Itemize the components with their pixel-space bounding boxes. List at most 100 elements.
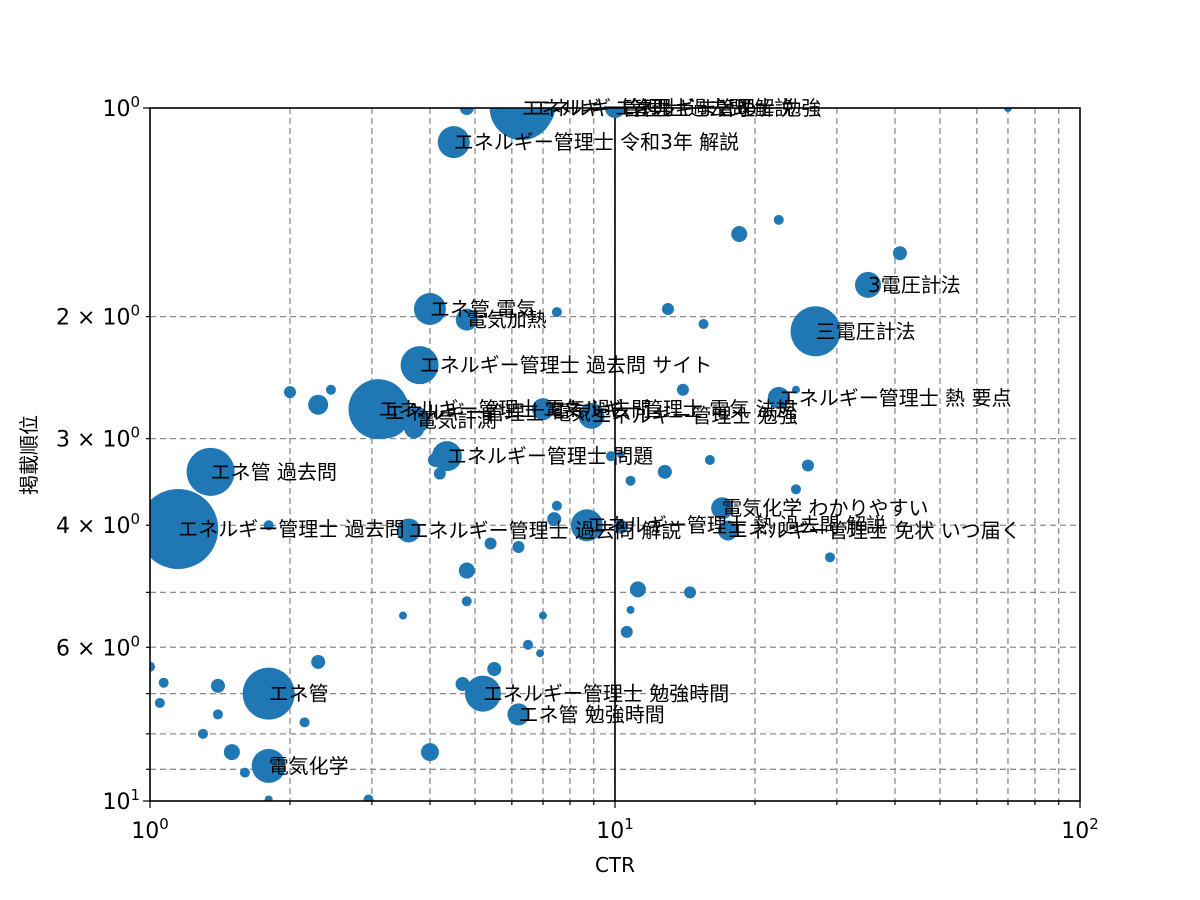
data-point <box>657 464 672 479</box>
data-point <box>487 662 502 677</box>
point-label: 電気加熱 <box>467 308 547 332</box>
data-point <box>299 717 310 728</box>
data-point <box>801 459 814 472</box>
data-point <box>358 386 411 439</box>
points-layer <box>150 108 1012 801</box>
data-point <box>212 709 223 720</box>
y-tick-label: 100 <box>102 93 140 122</box>
x-tick-label: 100 <box>131 815 169 844</box>
data-point <box>264 795 273 801</box>
point-label: エネルギー管理士 電気 過去問 <box>378 397 651 421</box>
y-axis-label: 掲載順位 <box>17 415 41 495</box>
point-label: エネ管 勉強時間 <box>518 702 664 726</box>
data-point <box>1003 108 1012 112</box>
y-tick-label: 2 × 100 <box>56 302 140 331</box>
point-label: エネルギー管理士 電気 法規 <box>543 397 796 421</box>
data-point <box>263 520 274 531</box>
data-point <box>396 518 421 543</box>
data-point <box>455 308 478 331</box>
data-point <box>854 271 881 298</box>
data-point <box>767 386 790 409</box>
data-point <box>626 605 635 614</box>
data-point <box>239 767 250 778</box>
point-label: 3電圧計法 <box>868 273 961 297</box>
data-point <box>790 306 841 357</box>
point-label: 電気化学 わかりやすい <box>722 496 928 520</box>
point-label: エネルギー管理士 過去問 解説 <box>409 518 682 542</box>
data-point <box>625 475 636 486</box>
data-point <box>547 512 562 527</box>
x-tick-label: 102 <box>1061 815 1099 844</box>
data-point <box>461 596 472 607</box>
data-point <box>507 703 530 726</box>
point-label: エネルギー管理士 勉強 <box>591 404 797 428</box>
data-point <box>790 484 801 495</box>
data-point <box>684 586 697 599</box>
data-point <box>698 319 709 330</box>
point-label: エネルギー管理士 免状 いつ届く <box>728 518 1021 542</box>
data-point <box>613 519 628 534</box>
point-label: エネルギー管理士 電気 <box>385 400 591 424</box>
data-point <box>484 537 497 550</box>
point-label: 電気化学 <box>269 754 349 778</box>
data-point <box>711 497 734 520</box>
data-point <box>398 611 407 620</box>
data-point <box>308 394 329 415</box>
point-label: エネルギー管理士 勉強 <box>615 96 821 120</box>
data-point <box>825 552 836 563</box>
data-point <box>420 743 439 762</box>
data-point <box>661 302 674 315</box>
point-label: エネ管 電気 <box>430 297 536 321</box>
data-point <box>570 509 603 542</box>
data-point <box>605 108 625 118</box>
data-point <box>197 728 208 739</box>
y-tick-label: 6 × 100 <box>56 632 140 661</box>
data-point <box>437 126 470 159</box>
point-label: エネルギー管理士 過去問 サイト <box>420 353 713 377</box>
point-label: エネルギー管理士 過去問 <box>178 517 404 541</box>
data-point <box>150 488 219 569</box>
point-label: エネルギー管理士 令和3年 解説 <box>454 130 739 154</box>
data-point <box>283 386 296 399</box>
data-point <box>311 654 326 669</box>
data-point <box>629 581 646 598</box>
data-point <box>223 744 240 761</box>
data-point <box>536 649 545 658</box>
data-point <box>523 639 534 650</box>
point-label: エネ管 <box>269 682 329 706</box>
point-label: エネルギー管理士 問題 <box>447 444 653 468</box>
point-label: エネルギー管理士 過去問 解説 <box>522 96 795 120</box>
y-tick-label: 4 × 100 <box>56 510 140 539</box>
data-point <box>325 384 336 395</box>
data-point <box>158 677 169 688</box>
data-point <box>186 447 235 496</box>
data-point <box>210 678 225 693</box>
data-point <box>531 398 554 421</box>
point-label: エネ管 過去問 <box>211 460 337 484</box>
data-point <box>507 108 556 132</box>
data-point <box>154 697 165 708</box>
data-point <box>413 292 446 325</box>
data-point <box>404 418 425 439</box>
data-point <box>718 520 739 541</box>
point-label: 三電圧計法 <box>816 319 916 343</box>
data-point <box>455 677 470 692</box>
data-point <box>464 675 501 712</box>
data-point <box>538 611 547 620</box>
data-point <box>433 467 446 480</box>
y-tick-label: 101 <box>102 786 140 815</box>
point-label: エネルギー管理士 勉強時間 <box>483 682 729 706</box>
data-point <box>892 246 907 261</box>
data-point <box>459 108 474 115</box>
data-point <box>791 385 800 394</box>
data-point <box>400 346 439 385</box>
data-point <box>551 307 562 318</box>
data-point <box>150 661 155 672</box>
point-label: エネルギー管理士 熱 要点 <box>779 386 1012 410</box>
data-point <box>242 667 295 720</box>
point-label: 電気計測 <box>417 408 497 432</box>
data-point <box>512 540 525 553</box>
